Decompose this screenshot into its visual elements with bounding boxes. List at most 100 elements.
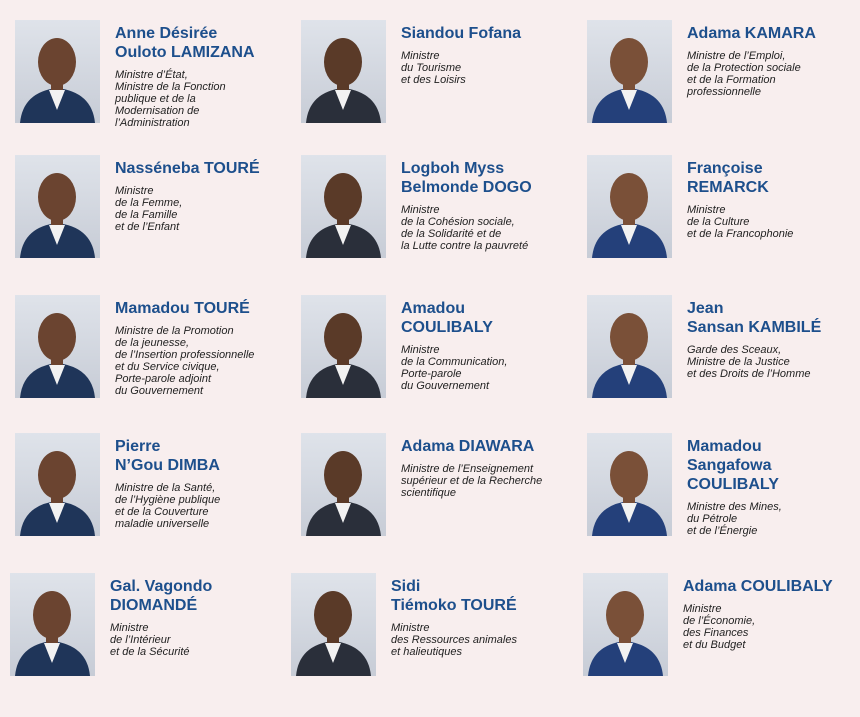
minister-role: Ministre de la Promotion de la jeunesse, d… [115, 325, 285, 397]
name-line: N’Gou DIMBA [115, 457, 220, 474]
portrait [15, 20, 100, 123]
minister-name: Amadou COULIBALY [401, 299, 571, 337]
minister-text: Adama KAMARA Ministre de l’Emploi, de la P… [687, 24, 857, 98]
minister-role: Ministre de la Cohésion sociale, de la Sol… [401, 204, 571, 252]
minister-text: Adama COULIBALY Ministre de l’Économie, des… [683, 577, 853, 651]
name-line: Françoise [687, 160, 763, 177]
name-line: Sansan KAMBILÉ [687, 319, 822, 336]
minister-role: Ministre du Tourisme et des Loisirs [401, 50, 571, 86]
minister-name: Adama COULIBALY [683, 577, 853, 596]
portrait-silhouette [588, 591, 663, 676]
name-line: Ouloto LAMIZANA [115, 44, 255, 61]
name-line: REMARCK [687, 179, 769, 196]
role-line: et du Service civique, [115, 361, 220, 373]
minister-role: Ministre de la Femme, de la Famille et de l… [115, 185, 285, 233]
role-line: et de la Francophonie [687, 228, 794, 240]
role-line: l’Administration [115, 117, 190, 129]
role-line: de l’Insertion professionnelle [115, 349, 255, 361]
role-line: et du Budget [683, 639, 746, 651]
minister-text: Mamadou TOURÉ Ministre de la Promotion de … [115, 299, 285, 397]
role-line: et de la Formation [687, 74, 776, 86]
minister-role: Ministre de l’Enseignement supérieur et d… [401, 463, 571, 499]
role-line: et de l’Énergie [687, 525, 758, 537]
role-line: Ministre [401, 204, 440, 216]
portrait [15, 433, 100, 536]
portrait-silhouette [20, 451, 95, 536]
minister-name: Adama DIAWARA [401, 437, 571, 456]
role-line: Porte-parole adjoint [115, 373, 212, 385]
minister-name: Nasséneba TOURÉ [115, 159, 285, 178]
name-line: Amadou [401, 300, 465, 317]
role-line: Ministre de l’Emploi, [687, 50, 786, 62]
minister-name: Mamadou Sangafowa COULIBALY [687, 437, 857, 494]
minister-text: Jean Sansan KAMBILÉ Garde des Sceaux, Minis… [687, 299, 857, 380]
role-line: maladie universelle [115, 518, 210, 530]
role-line: de la Culture [687, 216, 750, 228]
portrait-silhouette [306, 38, 381, 123]
portrait-silhouette [15, 591, 90, 676]
name-line: Anne Désirée [115, 25, 218, 42]
role-line: Garde des Sceaux, [687, 344, 782, 356]
name-line: Tiémoko TOURÉ [391, 597, 517, 614]
minister-text: Sidi Tiémoko TOURÉ Ministre des Ressources … [391, 577, 561, 658]
role-line: de la jeunesse, [115, 337, 189, 349]
role-line: du Pétrole [687, 513, 738, 525]
role-line: Ministre [110, 622, 149, 634]
role-line: et des Loisirs [401, 74, 466, 86]
name-line: COULIBALY [687, 476, 779, 493]
role-line: Ministre [401, 50, 440, 62]
role-line: de la Famille [115, 209, 178, 221]
portrait-silhouette [592, 451, 667, 536]
role-line: et de la Couverture [115, 506, 209, 518]
name-line: Belmonde DOGO [401, 179, 532, 196]
minister-text: Siandou Fofana Ministre du Tourisme et des … [401, 24, 571, 86]
minister-name: Jean Sansan KAMBILÉ [687, 299, 857, 337]
name-line: COULIBALY [401, 319, 493, 336]
minister-role: Ministre des Ressources animales et halieu… [391, 622, 561, 658]
minister-name: Françoise REMARCK [687, 159, 857, 197]
minister-role: Ministre de l’Intérieur et de la Sécurité [110, 622, 280, 658]
minister-text: Pierre N’Gou DIMBA Ministre de la Santé, de… [115, 437, 285, 530]
role-line: Ministre de l’Enseignement [401, 463, 534, 475]
portrait-silhouette [306, 451, 381, 536]
minister-role: Ministre de la Communication, Porte-parole… [401, 344, 571, 392]
role-line: publique et de la [115, 93, 196, 105]
name-line: Logboh Myss [401, 160, 505, 177]
role-line: de la Communication, [401, 356, 508, 368]
name-line: Adama DIAWARA [401, 438, 535, 455]
role-line: et des Droits de l’Homme [687, 368, 811, 380]
minister-name: Logboh Myss Belmonde DOGO [401, 159, 571, 197]
role-line: la Lutte contre la pauvreté [401, 240, 529, 252]
minister-text: Mamadou Sangafowa COULIBALY Ministre des Mi… [687, 437, 857, 537]
minister-name: Sidi Tiémoko TOURÉ [391, 577, 561, 615]
role-line: Ministre des Mines, [687, 501, 782, 513]
minister-name: Siandou Fofana [401, 24, 571, 43]
portrait-silhouette [296, 591, 371, 676]
minister-role: Ministre de l’Emploi, de la Protection so… [687, 50, 857, 98]
role-line: Modernisation de [115, 105, 200, 117]
name-line: Sidi [391, 578, 421, 595]
role-line: supérieur et de la Recherche [401, 475, 543, 487]
portrait [291, 573, 376, 676]
role-line: Porte-parole [401, 368, 462, 380]
portrait-silhouette [20, 38, 95, 123]
minister-role: Ministre des Mines, du Pétrole et de l’Éne… [687, 501, 857, 537]
minister-text: Françoise REMARCK Ministre de la Culture et … [687, 159, 857, 240]
name-line: Siandou Fofana [401, 25, 521, 42]
portrait [10, 573, 95, 676]
minister-text: Anne Désirée Ouloto LAMIZANA Ministre d’Ét… [115, 24, 285, 129]
role-line: Ministre [683, 603, 722, 615]
name-line: Nasséneba TOURÉ [115, 160, 260, 177]
minister-role: Ministre de l’Économie, des Finances et du … [683, 603, 853, 651]
minister-role: Ministre de la Culture et de la Francophon… [687, 204, 857, 240]
portrait [15, 295, 100, 398]
minister-name: Adama KAMARA [687, 24, 857, 43]
role-line: de la Protection sociale [687, 62, 801, 74]
role-line: scientifique [401, 487, 457, 499]
role-line: de l’Intérieur [110, 634, 171, 646]
portrait [301, 433, 386, 536]
portrait-silhouette [20, 313, 95, 398]
portrait [587, 155, 672, 258]
role-line: de la Solidarité et de [401, 228, 502, 240]
